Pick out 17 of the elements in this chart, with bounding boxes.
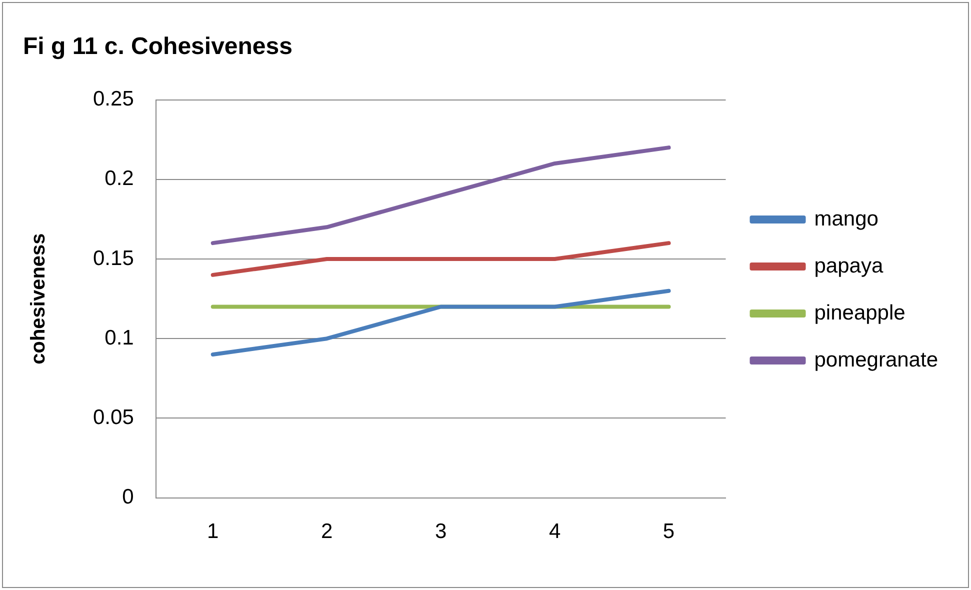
x-tick-label: 5 (662, 520, 675, 544)
y-tick-label: 0.15 (92, 246, 134, 270)
legend-label: pomegranate (814, 348, 938, 372)
x-tick-label: 2 (320, 520, 333, 544)
x-tick-label: 4 (548, 520, 561, 544)
legend-label: pineapple (814, 301, 906, 324)
x-tick-label: 3 (434, 520, 447, 544)
y-axis-title: cohesiveness (28, 233, 50, 364)
legend-label: mango (814, 207, 878, 230)
y-tick-label: 0 (122, 486, 134, 509)
y-tick-label: 0.2 (104, 167, 134, 190)
y-tick-label: 0.1 (104, 326, 134, 350)
legend-label: papaya (814, 254, 884, 278)
chart-title: Fi g 11 c. Cohesiveness (23, 33, 292, 60)
x-tick-label: 1 (207, 520, 219, 544)
y-tick-label: 0.05 (92, 406, 134, 429)
y-tick-label: 0.25 (92, 88, 134, 111)
